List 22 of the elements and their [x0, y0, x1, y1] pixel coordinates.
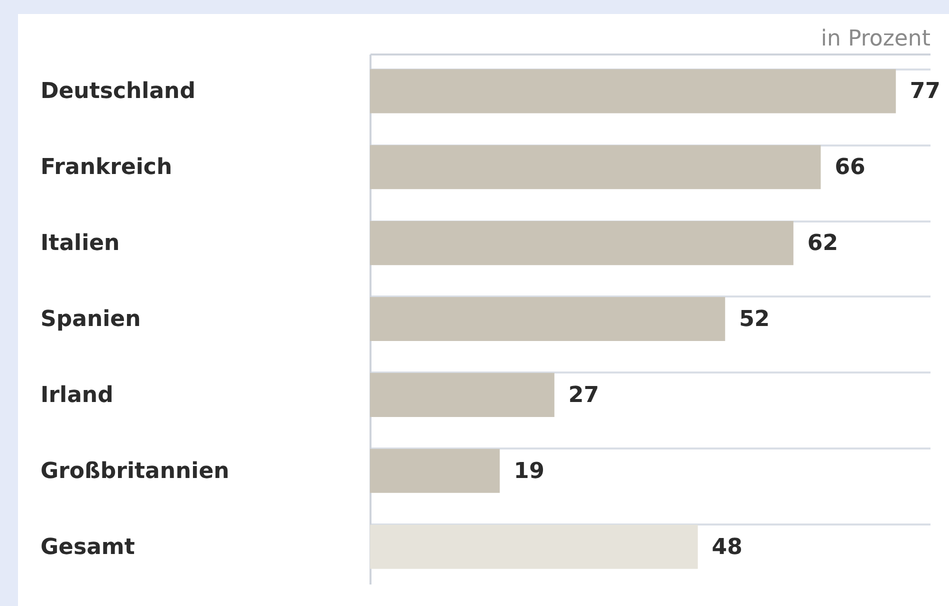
y-tick-label: Italien	[40, 231, 120, 256]
data-label: 62	[807, 231, 838, 256]
y-tick-label: Deutschland	[40, 79, 196, 104]
bar	[370, 145, 821, 190]
bar	[370, 69, 896, 114]
bar	[370, 448, 500, 493]
bar	[370, 296, 726, 342]
bar	[370, 524, 698, 569]
data-label: 52	[739, 307, 770, 332]
data-label: 27	[568, 382, 600, 408]
data-label: 48	[712, 534, 742, 560]
bar	[370, 372, 554, 417]
x-axis-title: in Prozent	[820, 26, 931, 52]
y-tick-label: Irland	[40, 382, 114, 408]
data-label: 66	[834, 155, 866, 180]
y-tick-label: Großbritannien	[40, 458, 230, 484]
data-label: 19	[514, 458, 544, 484]
bar	[370, 221, 794, 266]
data-label: 77	[910, 79, 940, 104]
y-tick-label: Gesamt	[40, 534, 136, 560]
y-tick-label: Spanien	[40, 307, 141, 332]
y-tick-label: Frankreich	[40, 155, 172, 180]
